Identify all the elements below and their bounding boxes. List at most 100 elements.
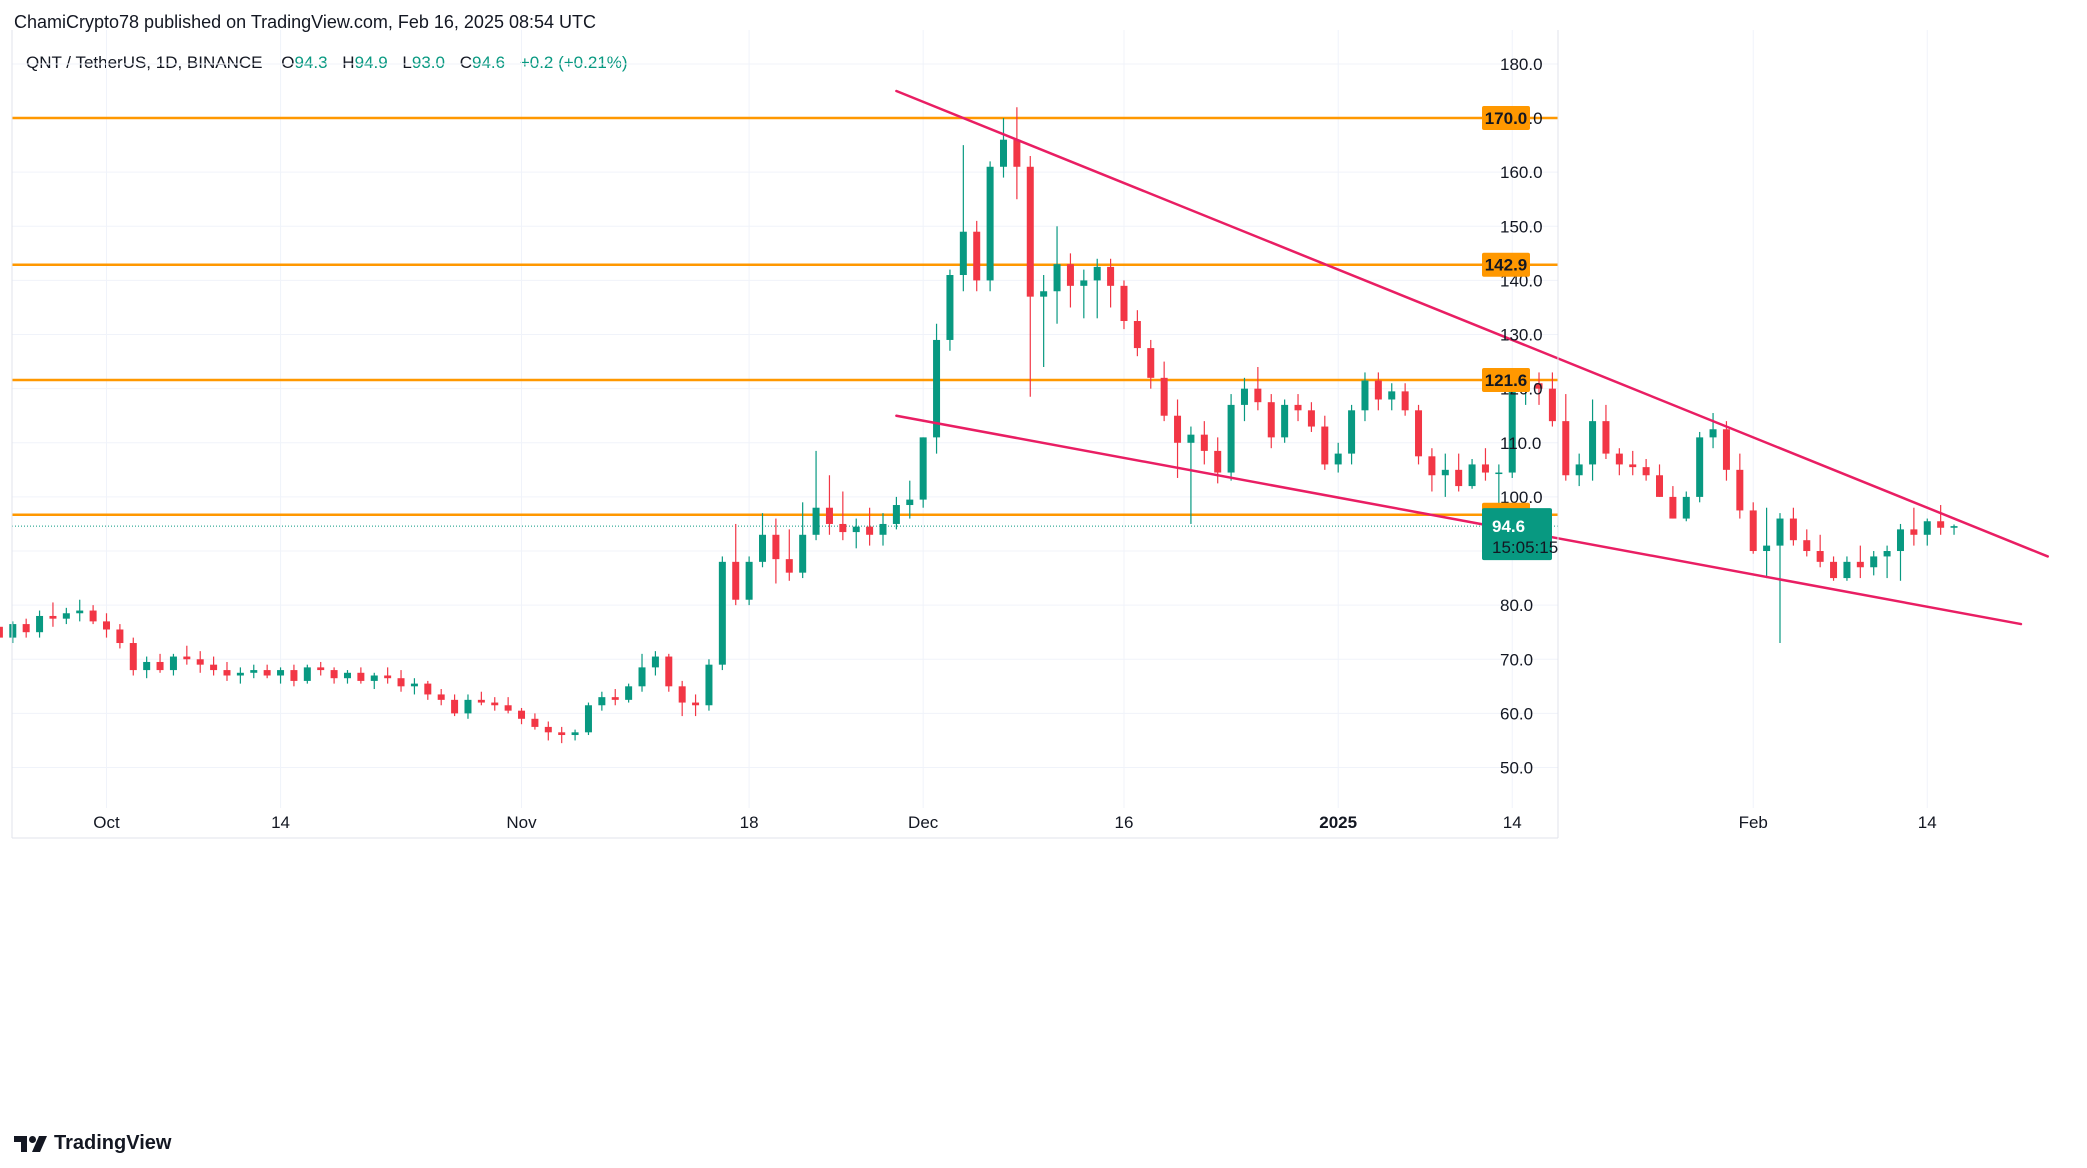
open-value: 94.3 xyxy=(294,53,328,72)
candle-body-down xyxy=(531,718,539,727)
current-price-tag: 94.6 15:05:15 xyxy=(1482,508,1558,561)
open-label: O xyxy=(281,53,295,72)
candle-body-up xyxy=(9,624,17,638)
candle-body-down xyxy=(1562,421,1570,476)
level-tag-label: 121.6 xyxy=(1485,371,1528,390)
candle-body-up xyxy=(236,672,244,676)
axes[interactable]: 50.060.070.080.090.0100.0110.0120.0130.0… xyxy=(11,30,2087,839)
candle-body-down xyxy=(1267,402,1275,438)
x-tick-label: 2025 xyxy=(1319,813,1357,832)
candle-body-up xyxy=(745,561,753,600)
candle-body-down xyxy=(22,624,30,633)
candle-body-up xyxy=(705,664,713,706)
candle-body-down xyxy=(129,643,137,671)
candle-body-down xyxy=(477,699,485,703)
candle-body-up xyxy=(1495,472,1503,475)
candle-body-up xyxy=(651,656,659,668)
candle-body-down xyxy=(1160,377,1168,416)
candle-body-down xyxy=(732,561,740,600)
candle-body-up xyxy=(879,523,887,535)
candle-body-down xyxy=(397,678,405,687)
x-tick-label: 14 xyxy=(1918,813,1937,832)
y-tick-label: 100.0 xyxy=(1500,488,1543,507)
candle-body-up xyxy=(1053,264,1061,292)
candle-body-up xyxy=(1682,496,1690,519)
candle-body-down xyxy=(1026,166,1034,297)
candle-body-down xyxy=(866,526,874,535)
trendline xyxy=(895,89,2050,558)
candle-body-down xyxy=(290,670,298,681)
tradingview-brand[interactable]: TradingView xyxy=(14,1132,171,1155)
candle-body-up xyxy=(1187,434,1195,443)
candle-body-down xyxy=(1669,496,1677,519)
candle-body-up xyxy=(1080,280,1088,286)
trendline xyxy=(895,414,2023,626)
candle-body-down xyxy=(116,629,124,644)
candle-body-down xyxy=(785,559,793,573)
trendlines[interactable] xyxy=(895,89,2050,626)
candle-body-up xyxy=(1589,421,1597,465)
level-tag-box xyxy=(1482,106,1530,131)
candle-body-up xyxy=(638,667,646,687)
candle-body-down xyxy=(1602,421,1610,454)
y-tick-label: 110.0 xyxy=(1500,434,1541,453)
tradingview-logo-icon xyxy=(14,1135,47,1152)
candle-body-down xyxy=(1830,561,1838,579)
candle-body-down xyxy=(357,672,365,681)
candle-body-down xyxy=(1629,464,1637,468)
candle-body-up xyxy=(250,670,258,673)
candle-body-up xyxy=(1696,437,1704,497)
horizontal-levels[interactable] xyxy=(12,116,1558,527)
candle-body-up xyxy=(410,683,418,687)
candle-body-up xyxy=(1240,388,1248,405)
symbol-legend: QNT / TetherUS, 1D, BINANCE O94.3 H94.9 … xyxy=(26,53,638,73)
candle-body-down xyxy=(156,661,164,671)
candle-body-up xyxy=(1348,410,1356,454)
candle-body-down xyxy=(1174,415,1182,443)
symbol-name[interactable]: QNT / TetherUS, 1D, BINANCE xyxy=(26,53,263,72)
x-tick-label: Oct xyxy=(93,813,120,832)
candle-body-down xyxy=(611,697,619,700)
candle-body-up xyxy=(919,437,927,500)
candle-body-up xyxy=(946,275,954,340)
candle-body-down xyxy=(665,656,673,687)
candle-body-down xyxy=(263,670,271,676)
candle-body-up xyxy=(1763,545,1771,552)
candle-body-up xyxy=(906,499,914,506)
candle-body-down xyxy=(437,694,445,700)
low-value: 93.0 xyxy=(411,53,445,72)
candle-body-up xyxy=(718,561,726,665)
candle-body-up xyxy=(1883,551,1891,557)
candle-body-up xyxy=(1281,404,1289,438)
low-label: L xyxy=(402,53,412,72)
candle-body-up xyxy=(370,675,378,681)
candle-body-down xyxy=(1214,450,1222,473)
candle-body-down xyxy=(1147,348,1155,378)
candle-body-up xyxy=(143,661,151,671)
y-tick-label: 50.0 xyxy=(1500,759,1533,778)
candle-body-down xyxy=(89,610,97,622)
candle-body-up xyxy=(1870,556,1878,568)
candle-body-down xyxy=(1736,469,1744,511)
candle-body-up xyxy=(892,505,900,524)
candle-body-down xyxy=(839,523,847,533)
candle-body-up xyxy=(1334,453,1342,465)
candle-body-down xyxy=(183,656,191,660)
candle-body-down xyxy=(1107,266,1115,286)
y-tick-label: 160.0 xyxy=(1500,163,1543,182)
candle-body-down xyxy=(1642,467,1650,476)
candle-body-up xyxy=(571,732,579,736)
change-value: +0.2 (+0.21%) xyxy=(519,53,628,72)
candle-body-up xyxy=(1388,391,1396,400)
candle-body-down xyxy=(1535,383,1543,389)
candle-body-up xyxy=(584,705,592,733)
candle-body-down xyxy=(973,231,981,281)
close-label: C xyxy=(459,53,472,72)
level-price-tag: 142.9 xyxy=(1482,252,1530,277)
candle-body-up xyxy=(1468,464,1476,487)
candle-body-up xyxy=(1040,291,1048,297)
candle-body-up xyxy=(812,507,820,535)
candle-body-up xyxy=(1093,266,1101,281)
candle-body-up xyxy=(303,667,311,681)
